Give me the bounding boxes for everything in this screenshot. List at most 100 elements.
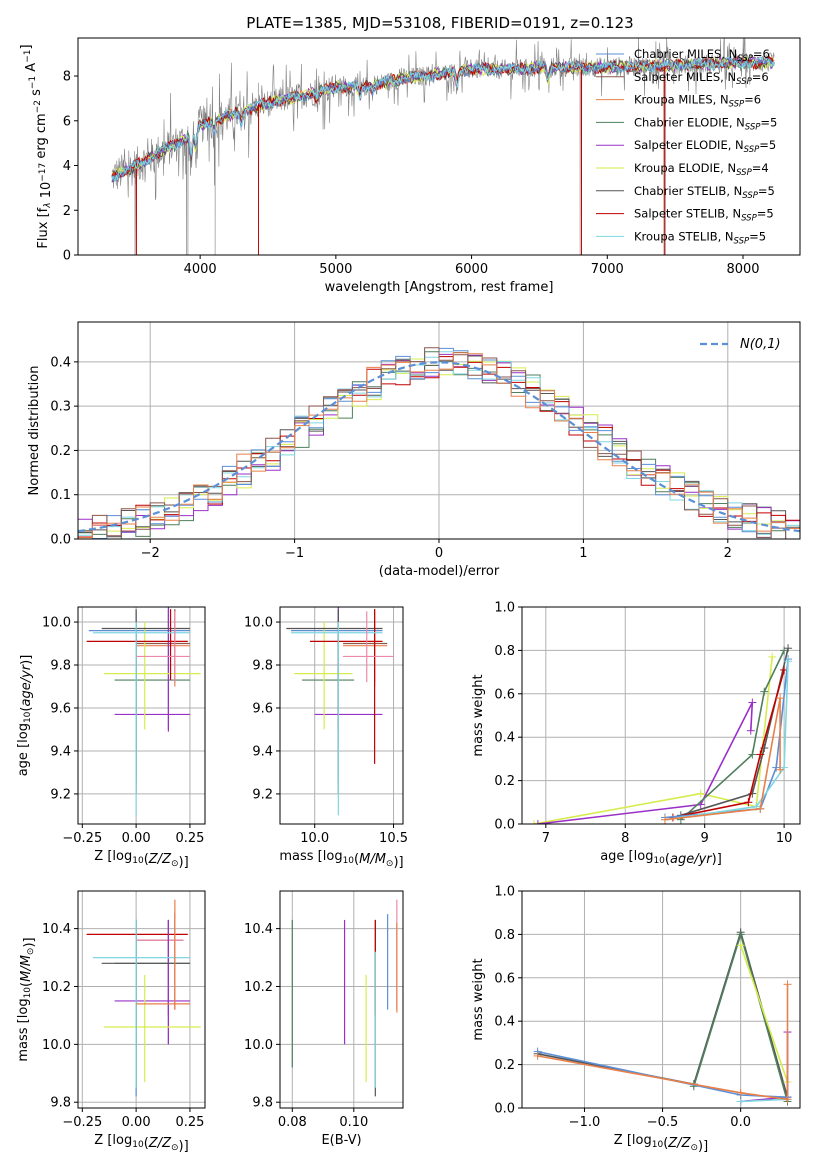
- legend-label: Chabrier STELIB, NSSP=5: [634, 184, 775, 201]
- errorbar-point: [114, 919, 190, 1045]
- x-tick-label: −0.25: [62, 1115, 102, 1130]
- y-axis-label: Flux [fλ 10−17 erg cm−2 s−1 A−1]: [19, 44, 54, 248]
- label-part: (: [19, 982, 34, 987]
- y-tick-label: 9.2: [50, 787, 71, 802]
- label-part: Z [: [94, 849, 112, 864]
- weight-series-kroupa-miles: [664, 697, 781, 821]
- label-part: (: [354, 852, 359, 867]
- plot-residuals: [78, 347, 800, 539]
- legend-label-count: =5: [757, 207, 774, 221]
- legend-label-count: =4: [752, 161, 769, 175]
- x-tick-label: 1: [579, 546, 587, 561]
- legend-label-subscript: SSP: [736, 168, 752, 178]
- plot-mass_vs_Z: [86, 899, 201, 1097]
- errorbar-point: [343, 611, 394, 683]
- frame-mass_vs_ebv: 0.08 0.10 9.8 10.0 10.2 10.4 E(B-V): [244, 890, 404, 1148]
- y-tick-label: 0.8: [494, 644, 515, 659]
- legend-label-count: =5: [759, 138, 776, 152]
- y-tick-label: 9.8: [252, 659, 273, 674]
- label-part: age [: [600, 849, 633, 864]
- y-tick-label: 0.6: [494, 971, 515, 986]
- x-tick-label: −1: [285, 546, 304, 561]
- y-tick-label: 1.0: [494, 885, 515, 900]
- label-part: A: [24, 63, 39, 76]
- errorbar-point: [86, 609, 188, 681]
- x-tick-label: 0.00: [122, 1115, 151, 1130]
- label-part: mass [: [279, 849, 322, 864]
- label-part: )]: [712, 852, 722, 867]
- x-tick-label: −2: [141, 546, 160, 561]
- frame-spectrum: 4000 5000 6000 7000 8000 0 2 4 6 8 wavelength [Ang…: [19, 37, 801, 295]
- y-tick-label: 0.0: [494, 1102, 515, 1117]
- errorbar-point: [114, 919, 190, 1045]
- label-part: −17: [38, 163, 48, 182]
- label-subscript: ⊙: [171, 859, 179, 869]
- axes-frame: [521, 606, 801, 825]
- y-tick-label: 10.2: [42, 980, 71, 995]
- legend-label-text: Kroupa STELIB, N: [634, 229, 734, 243]
- x-tick-label: 7000: [591, 262, 624, 277]
- plot-weight_vs_Z: [533, 928, 792, 1106]
- label-part: λ: [43, 202, 53, 208]
- y-axis-label: mass weight: [471, 674, 486, 756]
- legend-label: Kroupa MILES, NSSP=6: [634, 93, 761, 110]
- weight-series-kroupa-stelib: [740, 1098, 788, 1103]
- label-part: log: [16, 723, 31, 743]
- plot-weight_vs_age: [529, 644, 793, 824]
- label-part: (: [144, 1136, 149, 1151]
- y-tick-label: 0.1: [50, 488, 71, 503]
- legend-label: Kroupa STELIB, NSSP=5: [634, 229, 766, 246]
- axes-mass_vs_Z: [78, 891, 205, 1108]
- errorbar-point: [294, 622, 353, 730]
- label-part: Z/Z: [148, 1136, 172, 1151]
- x-tick-label: 0.25: [175, 1115, 204, 1130]
- figure-title: PLATE=1385, MJD=53108, FIBERID=0191, z=0…: [246, 14, 633, 32]
- label-part: log: [112, 1133, 132, 1148]
- label-subscript: ⊙: [26, 948, 36, 956]
- x-tick-label: 10.0: [300, 831, 329, 846]
- x-tick-label: 10.5: [379, 831, 408, 846]
- axes-frame: [77, 890, 206, 1109]
- legend-label-text: Salpeter STELIB, N: [634, 207, 741, 221]
- y-tick-label: 10.2: [244, 980, 273, 995]
- y-tick-label: 0.6: [494, 687, 515, 702]
- y-tick-label: 9.8: [50, 1096, 71, 1111]
- label-part: log: [16, 998, 31, 1018]
- errorbar-point: [101, 609, 190, 794]
- x-tick-label: 0.08: [278, 1115, 307, 1130]
- errorbar-point: [309, 609, 383, 764]
- y-axis-label: mass weight: [471, 958, 486, 1040]
- x-axis-label: wavelength [Angstrom, rest frame]: [325, 280, 554, 295]
- legend-label-text: Salpeter ELODIE, N: [634, 138, 744, 152]
- legend-label-text: Kroupa ELODIE, N: [634, 161, 736, 175]
- label-part: (: [19, 707, 34, 712]
- y-tick-label: 0.8: [494, 928, 515, 943]
- y-tick-label: 9.2: [252, 787, 273, 802]
- x-axis-label: mass [log10(M/M⊙)]: [279, 849, 403, 870]
- y-tick-label: 10.0: [42, 616, 71, 631]
- errorbar-point: [114, 609, 190, 730]
- residuals-legend: N(0,1): [700, 337, 781, 352]
- x-tick-label: 0.0: [730, 1115, 751, 1130]
- y-tick-label: 0.4: [494, 731, 515, 746]
- plot-spectrum: [111, 38, 775, 255]
- y-tick-label: 0.2: [50, 444, 71, 459]
- legend-label-text: Chabrier ELODIE, N: [634, 115, 745, 129]
- y-axis-label: Normed distribution: [27, 366, 42, 496]
- y-tick-label: 0.3: [50, 400, 71, 415]
- label-part: M/M: [359, 852, 386, 867]
- weight-series-salpeter-elodie: [740, 1032, 789, 1103]
- weight-series-chabrier-elodie: [680, 650, 785, 821]
- label-part: Z/Z: [667, 1136, 691, 1151]
- y-tick-label: 8: [63, 70, 71, 85]
- x-axis-label: (data-model)/error: [379, 564, 500, 579]
- y-tick-label: 9.4: [50, 744, 71, 759]
- errorbar-point: [93, 622, 190, 816]
- label-subscript: ⊙: [690, 1143, 698, 1153]
- y-tick-label: 0.2: [494, 774, 515, 789]
- x-tick-label: 0: [435, 546, 443, 561]
- legend-label: Kroupa ELODIE, NSSP=4: [634, 161, 769, 178]
- legend-label-subscript: SSP: [734, 236, 750, 246]
- legend-label-count: =5: [758, 184, 775, 198]
